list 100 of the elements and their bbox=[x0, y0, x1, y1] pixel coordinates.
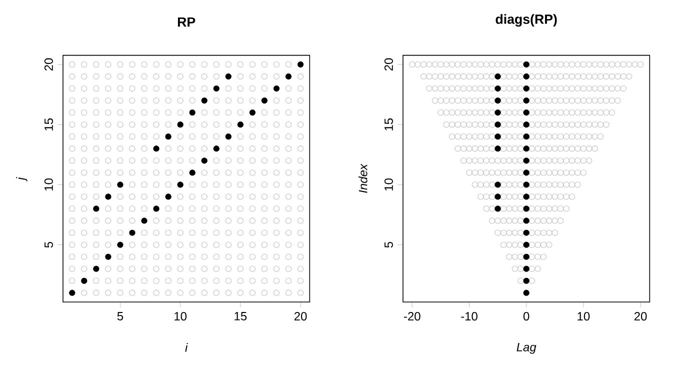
point bbox=[523, 278, 530, 284]
point bbox=[249, 266, 256, 272]
point bbox=[460, 109, 467, 116]
point bbox=[285, 61, 292, 68]
point bbox=[580, 146, 587, 152]
point bbox=[506, 218, 512, 224]
point bbox=[105, 146, 112, 152]
point bbox=[500, 61, 507, 68]
point bbox=[249, 194, 256, 200]
point bbox=[478, 194, 484, 200]
point bbox=[506, 206, 512, 212]
point bbox=[117, 73, 124, 80]
point bbox=[165, 134, 172, 140]
chart-title: RP bbox=[178, 17, 196, 27]
point bbox=[81, 61, 88, 68]
point bbox=[449, 61, 456, 68]
point bbox=[225, 194, 232, 200]
point bbox=[518, 170, 524, 176]
point bbox=[500, 146, 507, 152]
point bbox=[93, 61, 100, 68]
point bbox=[129, 158, 136, 164]
y-tick-label: 10 bbox=[384, 178, 393, 190]
point bbox=[213, 146, 220, 152]
point bbox=[592, 61, 598, 68]
point bbox=[534, 206, 541, 212]
point bbox=[165, 85, 172, 92]
point bbox=[512, 158, 518, 164]
point bbox=[580, 97, 587, 104]
point bbox=[261, 182, 268, 188]
point bbox=[165, 242, 172, 248]
point bbox=[466, 109, 472, 116]
point bbox=[454, 97, 461, 104]
point bbox=[261, 230, 268, 236]
point bbox=[443, 122, 450, 128]
point bbox=[558, 170, 564, 176]
point bbox=[568, 73, 576, 80]
point bbox=[443, 73, 450, 80]
point bbox=[261, 97, 268, 104]
point bbox=[201, 290, 208, 296]
point bbox=[249, 109, 256, 116]
point bbox=[69, 278, 76, 284]
point bbox=[506, 146, 512, 152]
point bbox=[443, 109, 450, 116]
point bbox=[592, 109, 598, 116]
point bbox=[552, 134, 558, 140]
point bbox=[129, 182, 136, 188]
point bbox=[117, 290, 124, 296]
point bbox=[506, 242, 512, 248]
point bbox=[478, 182, 484, 188]
point bbox=[297, 230, 304, 236]
point bbox=[153, 109, 160, 116]
point bbox=[528, 122, 536, 128]
point bbox=[273, 242, 280, 248]
point bbox=[201, 218, 208, 224]
point bbox=[297, 182, 304, 188]
point bbox=[552, 170, 558, 176]
point bbox=[483, 122, 490, 128]
point bbox=[563, 122, 570, 128]
point bbox=[506, 194, 512, 200]
point bbox=[201, 278, 208, 284]
point bbox=[141, 73, 148, 80]
point bbox=[93, 206, 100, 212]
point bbox=[189, 109, 196, 116]
point bbox=[213, 97, 220, 104]
point bbox=[614, 97, 621, 104]
point bbox=[449, 134, 456, 140]
point bbox=[213, 134, 220, 140]
point bbox=[534, 73, 541, 80]
point bbox=[528, 146, 536, 152]
point bbox=[285, 194, 292, 200]
point bbox=[93, 230, 100, 236]
point bbox=[285, 218, 292, 224]
point bbox=[177, 146, 184, 152]
point bbox=[512, 182, 518, 188]
point bbox=[237, 290, 244, 296]
point bbox=[528, 109, 536, 116]
point bbox=[552, 61, 558, 68]
point bbox=[201, 73, 208, 80]
point bbox=[586, 73, 592, 80]
point bbox=[141, 109, 148, 116]
point bbox=[225, 122, 232, 128]
point bbox=[237, 134, 244, 140]
point bbox=[237, 97, 244, 104]
point bbox=[540, 158, 547, 164]
point bbox=[518, 266, 524, 272]
point bbox=[69, 206, 76, 212]
point bbox=[506, 254, 512, 260]
point bbox=[472, 97, 478, 104]
point bbox=[141, 254, 148, 260]
point bbox=[273, 122, 280, 128]
point bbox=[523, 182, 530, 188]
point bbox=[249, 230, 256, 236]
point bbox=[540, 146, 547, 152]
point bbox=[117, 206, 124, 212]
point bbox=[201, 85, 208, 92]
point bbox=[518, 97, 524, 104]
point bbox=[189, 254, 196, 260]
point bbox=[261, 278, 268, 284]
point bbox=[523, 122, 530, 128]
point bbox=[165, 170, 172, 176]
